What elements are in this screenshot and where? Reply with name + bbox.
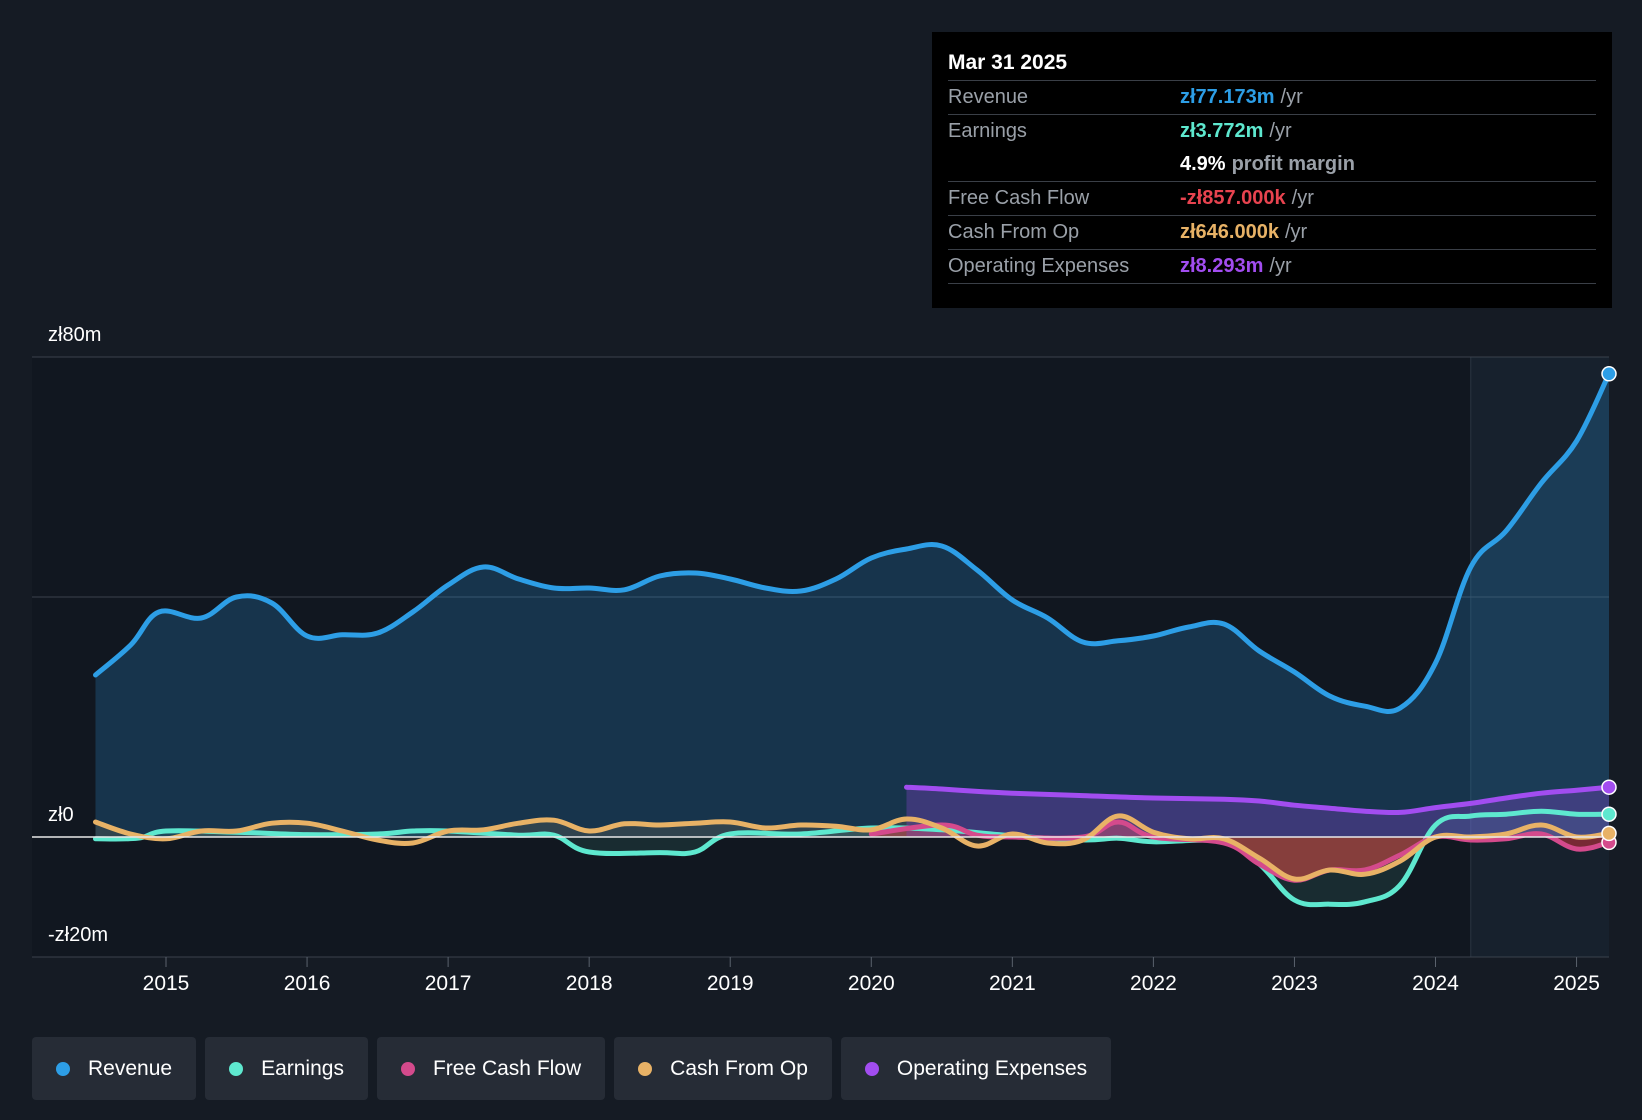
line-layer xyxy=(32,371,1612,908)
tooltip-value: zł646.000k xyxy=(1180,221,1279,243)
tooltip-unit: /yr xyxy=(1280,86,1303,108)
tooltip-unit: /yr xyxy=(1284,221,1308,243)
x-tick-label: 2024 xyxy=(1412,972,1459,995)
x-tick-label: 2016 xyxy=(284,972,331,995)
y-tick-label: -zł20m xyxy=(48,924,108,946)
legend-label: Revenue xyxy=(88,1056,173,1080)
tooltip-unit: profit margin xyxy=(1231,153,1355,175)
earnings-line xyxy=(93,808,1612,908)
tooltip-label: Earnings xyxy=(948,120,1027,142)
y-tick-label: zł0 xyxy=(48,804,74,826)
tooltip-row-free-cash-flow: Free Cash Flow -zł857.000k /yr xyxy=(948,182,1596,216)
x-tick-label: 2025 xyxy=(1553,972,1600,995)
x-tick-label: 2018 xyxy=(566,972,613,995)
cash-from-op-line xyxy=(93,813,1612,882)
legend-label: Operating Expenses xyxy=(896,1056,1088,1080)
x-tick-label: 2019 xyxy=(707,972,754,995)
x-tick-label: 2020 xyxy=(848,972,895,995)
tooltip-value: zł8.293m xyxy=(1180,255,1264,277)
x-tick-label: 2023 xyxy=(1271,972,1318,995)
tooltip-value: -zł857.000k xyxy=(1180,187,1286,209)
legend-item-earnings[interactable]: Earnings xyxy=(205,1037,368,1100)
tooltip-value: 4.9% xyxy=(1180,153,1226,175)
tooltip-unit: /yr xyxy=(1291,187,1314,209)
tooltip-date: Mar 31 2025 xyxy=(948,46,1596,81)
legend-item-free-cash-flow[interactable]: Free Cash Flow xyxy=(376,1037,606,1100)
tooltip-row-cash-from-op: Cash From Op zł646.000k /yr xyxy=(948,216,1596,250)
x-tick-label: 2017 xyxy=(425,972,472,995)
x-tick-label: 2022 xyxy=(1130,972,1177,995)
legend: Revenue Earnings Free Cash Flow Cash Fro… xyxy=(32,1037,1112,1100)
tooltip-row-profit-margin: 4.9% profit margin xyxy=(948,148,1596,182)
x-tick-label: 2015 xyxy=(143,972,190,995)
cash-from-op-end-point xyxy=(1601,825,1617,842)
legend-label: Cash From Op xyxy=(670,1056,808,1080)
legend-label: Free Cash Flow xyxy=(432,1056,582,1080)
tooltip-row-earnings: Earnings zł3.772m /yr xyxy=(948,115,1596,148)
tooltip-label: Free Cash Flow xyxy=(948,187,1090,209)
legend-dot-icon xyxy=(229,1061,244,1076)
operating-expenses-line xyxy=(904,784,1612,816)
legend-item-revenue[interactable]: Revenue xyxy=(32,1037,197,1100)
tooltip-label: Cash From Op xyxy=(948,221,1080,243)
legend-dot-icon xyxy=(400,1061,415,1076)
tooltip-unit: /yr xyxy=(1269,120,1292,142)
revenue-line xyxy=(93,371,1612,714)
tooltip-panel: Mar 31 2025 Revenue zł77.173m /yr Earnin… xyxy=(932,32,1612,308)
operating-expenses-end-point xyxy=(1601,779,1617,795)
legend-item-cash-from-op[interactable]: Cash From Op xyxy=(614,1037,832,1100)
tooltip-value: zł3.772m xyxy=(1180,120,1264,142)
tooltip-row-operating-expenses: Operating Expenses zł8.293m /yr xyxy=(948,250,1596,284)
highlight-band xyxy=(1470,357,1609,957)
tooltip-label: Operating Expenses xyxy=(948,255,1130,277)
tooltip-value: zł77.173m xyxy=(1180,86,1275,108)
y-tick-label: zł80m xyxy=(48,324,101,346)
tooltip-row-revenue: Revenue zł77.173m /yr xyxy=(948,81,1596,115)
legend-dot-icon xyxy=(56,1061,70,1076)
legend-dot-icon xyxy=(638,1061,653,1076)
end-dot-layer xyxy=(1601,366,1617,851)
legend-label: Earnings xyxy=(261,1056,344,1080)
tooltip-label xyxy=(948,148,1180,181)
grid-layer xyxy=(32,356,1609,958)
revenue-end-point xyxy=(1601,366,1617,382)
legend-item-operating-expenses[interactable]: Operating Expenses xyxy=(840,1037,1112,1100)
tooltip-label: Revenue xyxy=(948,86,1029,108)
axis-label-layer: zł80m zł0 -zł20m 2015 2016 2017 2018 2019 2020 20… xyxy=(48,324,1600,995)
earnings-end-point xyxy=(1601,806,1617,822)
tooltip-unit: /yr xyxy=(1269,255,1292,277)
x-tick-label: 2021 xyxy=(989,972,1036,995)
legend-dot-icon xyxy=(864,1061,879,1076)
revenue-area xyxy=(95,373,1609,837)
